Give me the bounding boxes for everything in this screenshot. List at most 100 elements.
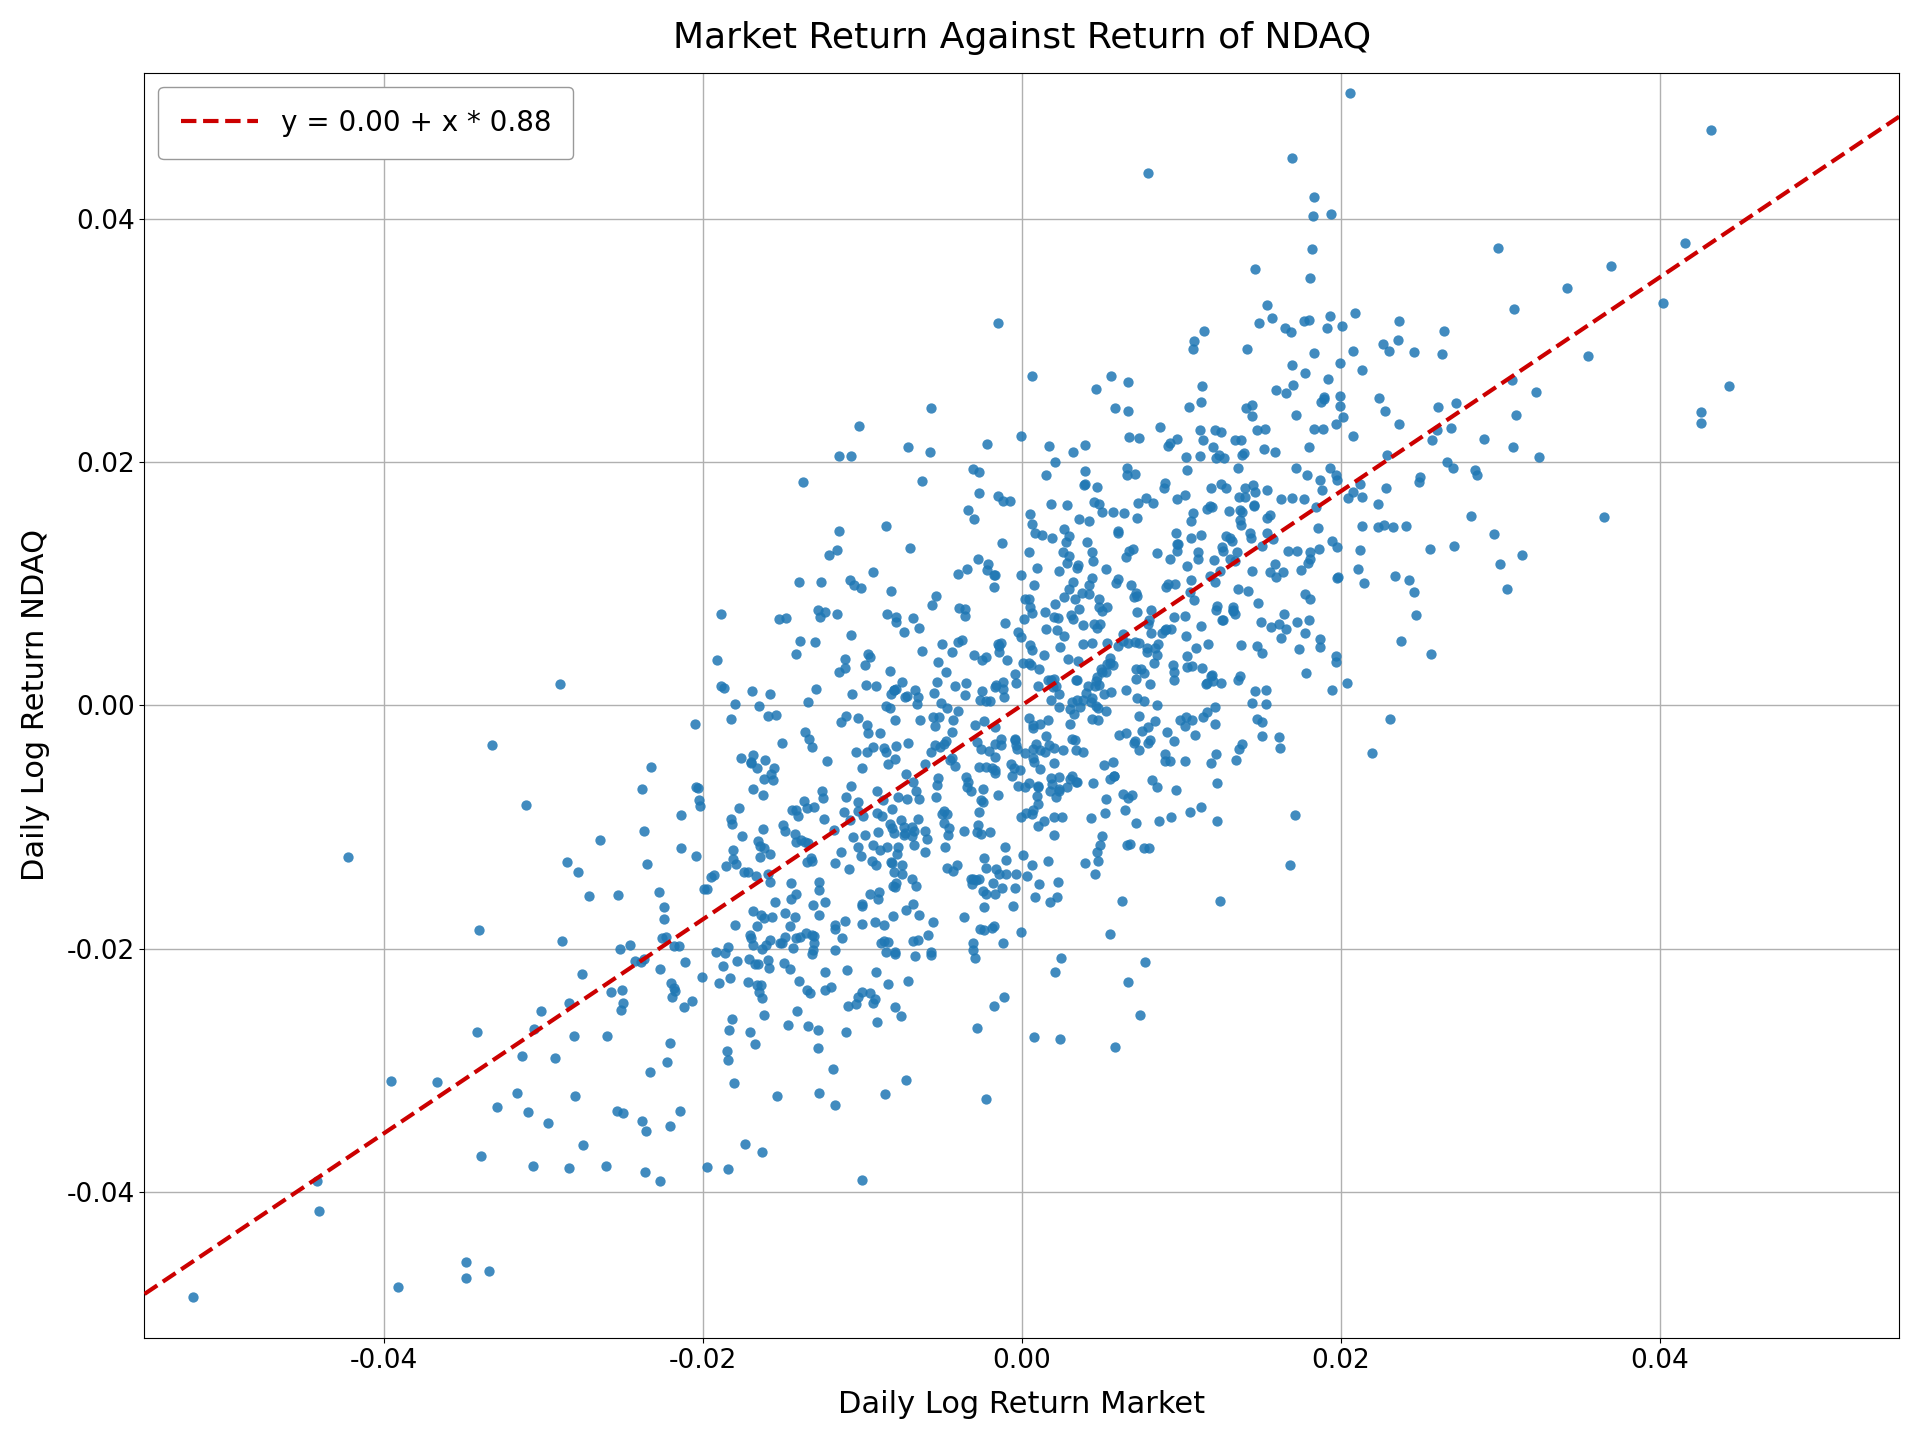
Point bbox=[900, 678, 931, 701]
Point bbox=[1192, 701, 1223, 724]
Point bbox=[1096, 364, 1127, 387]
Point bbox=[1346, 359, 1377, 382]
Y-axis label: Daily Log Return NDAQ: Daily Log Return NDAQ bbox=[21, 530, 50, 881]
Point bbox=[1294, 608, 1325, 631]
Point bbox=[1240, 680, 1271, 703]
Point bbox=[1469, 428, 1500, 451]
Point bbox=[1461, 464, 1492, 487]
Point bbox=[1073, 573, 1104, 596]
Point bbox=[1290, 621, 1321, 644]
Point bbox=[852, 721, 883, 744]
Point bbox=[1338, 425, 1369, 448]
Point bbox=[1294, 540, 1325, 563]
Point bbox=[1185, 445, 1215, 468]
Point bbox=[1033, 733, 1064, 756]
Point bbox=[1390, 514, 1421, 537]
Point bbox=[1175, 580, 1206, 603]
Point bbox=[1056, 603, 1087, 626]
Point bbox=[1010, 588, 1041, 611]
Point bbox=[950, 598, 981, 621]
Point bbox=[1079, 613, 1110, 636]
Point bbox=[1198, 435, 1229, 458]
Point bbox=[1083, 596, 1114, 619]
Point bbox=[1596, 255, 1626, 278]
Point bbox=[1018, 747, 1048, 770]
Point bbox=[645, 958, 676, 981]
Point bbox=[1150, 750, 1181, 773]
Point bbox=[835, 624, 866, 647]
Point bbox=[1246, 641, 1277, 664]
Point bbox=[718, 838, 749, 861]
Point bbox=[1373, 340, 1404, 363]
Point bbox=[724, 796, 755, 819]
Point bbox=[1306, 636, 1336, 660]
Point bbox=[1363, 492, 1394, 516]
Point bbox=[885, 1005, 916, 1028]
Point bbox=[1300, 418, 1331, 441]
Point bbox=[1306, 390, 1336, 413]
Point bbox=[1129, 837, 1160, 860]
Point bbox=[1169, 605, 1200, 628]
Point bbox=[906, 639, 937, 662]
Point bbox=[1014, 588, 1044, 611]
Point bbox=[601, 1099, 632, 1122]
Point bbox=[925, 691, 956, 714]
Point bbox=[1043, 886, 1073, 909]
Point bbox=[1148, 477, 1179, 500]
Point bbox=[1133, 613, 1164, 636]
Point bbox=[1165, 708, 1196, 732]
Point bbox=[891, 763, 922, 786]
Point bbox=[1006, 425, 1037, 448]
Point bbox=[1073, 675, 1104, 698]
Point bbox=[812, 749, 843, 772]
Point bbox=[970, 896, 1000, 919]
Point bbox=[847, 893, 877, 916]
Point bbox=[720, 693, 751, 716]
Point bbox=[1131, 485, 1162, 508]
Point bbox=[847, 981, 877, 1004]
Point bbox=[1123, 631, 1154, 654]
Point bbox=[1260, 379, 1290, 402]
Point bbox=[808, 786, 839, 809]
Point bbox=[810, 891, 841, 914]
Point bbox=[1290, 661, 1321, 684]
Point bbox=[1501, 403, 1532, 426]
Point bbox=[887, 863, 918, 886]
Point bbox=[1281, 456, 1311, 480]
Point bbox=[1181, 636, 1212, 660]
Point bbox=[820, 913, 851, 936]
Point bbox=[801, 631, 831, 654]
Point bbox=[1384, 310, 1415, 333]
Point bbox=[1137, 491, 1167, 514]
Point bbox=[1227, 444, 1258, 467]
Point bbox=[1455, 504, 1486, 527]
Point bbox=[1344, 539, 1375, 562]
Point bbox=[1046, 805, 1077, 828]
Point bbox=[1077, 772, 1108, 795]
Point bbox=[1246, 724, 1277, 747]
Point bbox=[705, 602, 735, 625]
Point bbox=[1150, 576, 1181, 599]
Point bbox=[1187, 657, 1217, 680]
Point bbox=[806, 780, 837, 804]
Point bbox=[463, 1021, 493, 1044]
Point bbox=[1156, 806, 1187, 829]
Point bbox=[1056, 765, 1087, 788]
Point bbox=[1227, 501, 1258, 524]
Point bbox=[860, 988, 891, 1011]
Point bbox=[755, 870, 785, 893]
Point bbox=[1000, 671, 1031, 694]
Point bbox=[1332, 487, 1363, 510]
Point bbox=[891, 899, 922, 922]
Point bbox=[1029, 600, 1060, 624]
Point bbox=[1248, 438, 1279, 461]
Point bbox=[1225, 513, 1256, 536]
Point bbox=[1031, 724, 1062, 747]
Point bbox=[970, 1087, 1000, 1110]
Point bbox=[820, 917, 851, 940]
Point bbox=[1244, 311, 1275, 334]
Point bbox=[1000, 863, 1031, 886]
Point bbox=[1217, 595, 1248, 618]
Point bbox=[768, 932, 799, 955]
Point bbox=[1110, 798, 1140, 821]
